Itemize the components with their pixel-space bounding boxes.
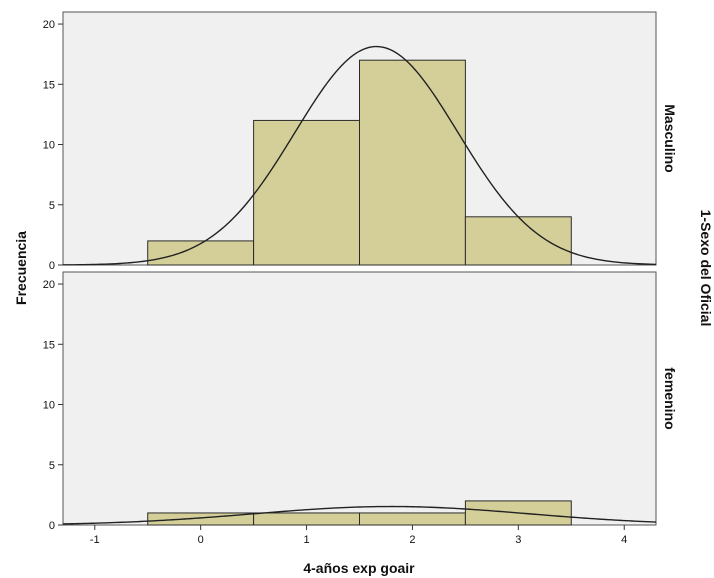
histogram-bar: [253, 512, 361, 526]
panel-2: 0 5 10 15 20 femenino -1 0 1 2 3 4: [43, 271, 678, 546]
x-axis-title: 4-años exp goair: [303, 560, 415, 576]
y-tick-label: 0: [49, 520, 55, 532]
x-tick-label: -1: [90, 534, 100, 546]
y-tick-label: 5: [49, 200, 55, 212]
x-tick-label: 1: [303, 534, 309, 546]
panel-background: [62, 271, 657, 526]
histogram-bar: [359, 59, 466, 266]
normal-curve: [62, 45, 657, 266]
x-tick-label: 3: [515, 534, 521, 546]
panel-label: femenino: [662, 367, 678, 429]
histogram-bar: [253, 119, 361, 266]
y-tick-label: 15: [43, 339, 55, 351]
x-tick-label: 2: [409, 534, 415, 546]
histogram-bar: [147, 240, 255, 266]
panel-axis-title: 1-Sexo del Oficial: [698, 210, 714, 327]
panels-group: 0 5 10 15 20 Masculino 0 5 10 15 20 femenino -1 0 1 2 3 4: [43, 11, 678, 546]
y-tick-label: 10: [43, 400, 55, 412]
x-tick-label: 0: [198, 534, 204, 546]
y-tick-label: 5: [49, 460, 55, 472]
histogram-bar: [464, 216, 572, 266]
y-tick-label: 20: [43, 19, 55, 31]
histogram-bar: [359, 512, 466, 526]
panel-label: Masculino: [662, 104, 678, 172]
y-tick-label: 15: [43, 79, 55, 91]
x-tick-label: 4: [621, 534, 627, 546]
y-tick-label: 0: [49, 260, 55, 272]
y-tick-label: 20: [43, 279, 55, 291]
y-axis-title: Frecuencia: [13, 231, 29, 305]
panel-1: 0 5 10 15 20 Masculino: [43, 11, 678, 272]
normal-curve: [62, 505, 657, 525]
y-tick-label: 10: [43, 140, 55, 152]
